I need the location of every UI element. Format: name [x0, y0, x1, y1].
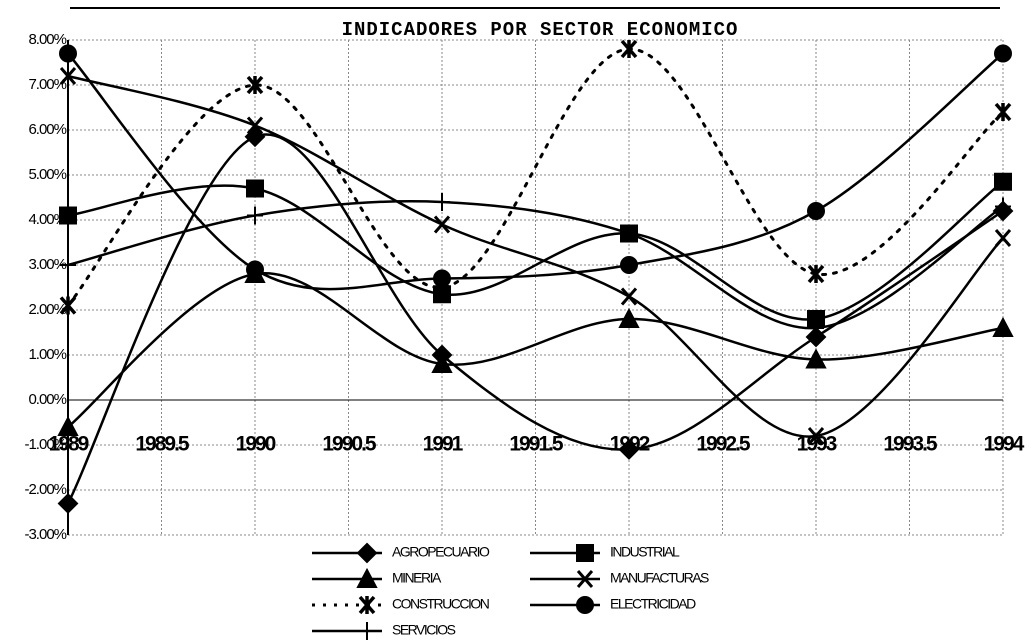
- marker: [994, 229, 1012, 247]
- x-tick-label: 1991.5: [509, 433, 564, 456]
- y-tick-label: 5.00%: [28, 166, 66, 183]
- legend-marker: [576, 596, 594, 614]
- legend-label: INDUSTRIAL: [610, 544, 680, 560]
- marker: [59, 44, 77, 63]
- marker: [620, 256, 638, 274]
- legend-label: CONSTRUCCION: [392, 596, 489, 612]
- marker: [618, 307, 640, 328]
- series-line: [66, 271, 1005, 429]
- x-tick-label: 1990.5: [322, 433, 377, 456]
- marker: [246, 179, 264, 198]
- legend-marker: [576, 544, 594, 562]
- legend-marker: [356, 567, 378, 588]
- marker: [431, 352, 453, 373]
- legend-marker: [576, 570, 594, 588]
- series-line: [66, 47, 1005, 307]
- series-line: [66, 133, 1005, 505]
- legend-marker: [358, 595, 376, 615]
- y-tick-label: 0.00%: [28, 391, 66, 408]
- marker: [807, 202, 825, 220]
- marker: [618, 439, 640, 460]
- marker: [808, 319, 824, 337]
- marker: [57, 493, 79, 514]
- marker: [59, 296, 77, 315]
- marker: [992, 316, 1014, 337]
- legend-label: ELECTRICIDAD: [610, 596, 696, 612]
- marker: [433, 215, 451, 234]
- marker: [434, 193, 450, 211]
- marker: [57, 415, 79, 436]
- x-tick-label: 1989.5: [135, 433, 190, 456]
- legend-label: SERVICIOS: [392, 622, 456, 638]
- marker: [620, 287, 638, 306]
- y-tick-label: -1.00%: [24, 436, 66, 453]
- marker: [247, 206, 263, 225]
- marker: [994, 44, 1012, 63]
- x-tick-label: 1993: [797, 433, 837, 456]
- marker: [995, 197, 1011, 216]
- x-tick-label: 1990: [236, 433, 276, 456]
- marker: [60, 256, 76, 274]
- marker: [59, 67, 77, 85]
- marker: [433, 269, 451, 288]
- y-tick-label: -2.00%: [24, 481, 66, 498]
- marker: [246, 260, 264, 279]
- legend-label: MINERIA: [392, 570, 442, 586]
- marker: [246, 116, 264, 135]
- y-tick-label: 3.00%: [28, 256, 66, 273]
- marker: [994, 102, 1012, 122]
- y-tick-label: 7.00%: [28, 76, 66, 93]
- series-line: [66, 200, 1005, 330]
- y-tick-label: 2.00%: [28, 301, 66, 318]
- marker: [807, 264, 825, 284]
- series-line: [66, 180, 1005, 321]
- marker: [620, 39, 638, 59]
- y-tick-label: 8.00%: [28, 31, 66, 48]
- x-tick-label: 1989: [49, 433, 89, 456]
- marker: [805, 348, 827, 369]
- marker: [621, 224, 637, 243]
- legend-marker: [356, 542, 378, 564]
- x-tick-label: 1991: [423, 433, 464, 456]
- chart-title: INDICADORES POR SECTOR ECONOMICO: [342, 19, 739, 41]
- legend-label: AGROPECUARIO: [392, 544, 490, 560]
- marker: [59, 206, 77, 225]
- y-tick-label: -3.00%: [24, 526, 66, 543]
- marker: [994, 172, 1012, 191]
- y-tick-label: 6.00%: [28, 121, 66, 138]
- marker: [246, 75, 264, 95]
- legend-label: MANUFACTURAS: [610, 570, 709, 586]
- x-tick-label: 1994: [984, 433, 1025, 456]
- legend-marker: [359, 622, 375, 640]
- y-tick-label: 1.00%: [28, 346, 66, 363]
- marker: [807, 427, 825, 445]
- y-tick-label: 4.00%: [28, 211, 66, 228]
- x-tick-label: 1992.5: [696, 433, 751, 456]
- x-tick-label: 1993.5: [883, 433, 938, 456]
